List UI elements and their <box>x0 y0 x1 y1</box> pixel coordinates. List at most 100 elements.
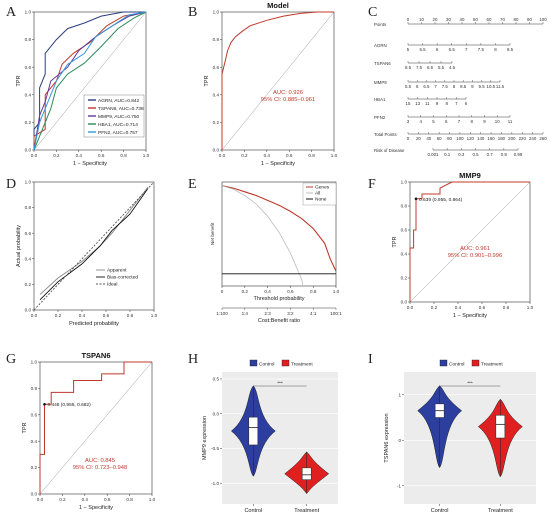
nomogram-row-label: HBA1 <box>374 97 386 102</box>
x-tick-label: 0.2 <box>59 497 66 502</box>
panel-d: 0.0 0.2 0.4 0.6 0.8 1.0 0.0 0.2 0.4 0.6 0.8 1.0 Pred… <box>16 180 158 327</box>
nomogram-tick-label: 8 <box>494 47 497 52</box>
nomogram-tick-label: 140 <box>477 136 485 141</box>
nomogram-tick-label: 9 <box>471 84 474 89</box>
nomogram-tick-label: 7.5 <box>442 84 449 89</box>
y-tick-label: 0.4 <box>31 439 38 444</box>
x-tick-label: 1.0 <box>143 153 150 158</box>
y-tick-label: 0.0 <box>401 300 408 305</box>
nomogram-tick-label: 0.7 <box>487 152 494 157</box>
nomogram-tick-label: 13 <box>415 101 420 106</box>
x-tick-label: 0.4 <box>76 153 83 158</box>
series-line-2 <box>33 11 147 151</box>
x-tick-label: 0.4 <box>79 313 86 318</box>
x-tick-label: 0.8 <box>310 289 317 294</box>
nomogram-tick-label: 260 <box>539 136 547 141</box>
nomogram-tick-label: 9.5 <box>479 84 486 89</box>
nomogram-tick-label: 30 <box>446 17 451 22</box>
x-tick-label: 0.4 <box>82 497 89 502</box>
significance-label: *** <box>467 381 473 387</box>
legend-entry-0: Apparent <box>107 268 127 274</box>
legend-entry-2: MMP9, AUC=0.750 <box>98 114 140 120</box>
panel-label-h: H <box>188 352 198 367</box>
nomogram-tick-label: 7.5 <box>478 47 485 52</box>
y-tick-label: -1.0 <box>211 481 219 486</box>
nomogram-tick-label: 0.3 <box>458 152 465 157</box>
nomogram-tick-label: 5.5 <box>420 47 427 52</box>
y-tick-label: 0.6 <box>213 65 220 70</box>
x-tick-label: 1.0 <box>331 153 338 158</box>
nomogram-tick-label: 6 <box>416 84 419 89</box>
nomogram-tick-label: 0.1 <box>444 152 451 157</box>
y-tick-label: 0.6 <box>31 412 38 417</box>
x-tick-label: 1.0 <box>151 313 158 318</box>
x-axis-label: 1 − Specificity <box>261 161 295 167</box>
nomogram-tick-label: 4 <box>420 119 423 124</box>
nomogram-tick-label: 7.5 <box>416 65 423 70</box>
nomogram-tick-label: 5.5 <box>405 84 412 89</box>
nomogram-tick-label: 60 <box>487 17 492 22</box>
nomogram-tick-label: 0.9 <box>501 152 508 157</box>
panel-label-f: F <box>368 177 376 192</box>
nomogram-tick-label: 90 <box>527 17 532 22</box>
x-tick-label: 0.8 <box>308 153 315 158</box>
legend-entry-1: Bias-corrected <box>107 275 138 281</box>
x-tick-label: 1.0 <box>333 289 340 294</box>
nomogram-row-label: Total Points <box>374 132 398 137</box>
y-tick-label: 0.8 <box>25 205 32 210</box>
y-tick-label: 0 <box>398 438 401 443</box>
legend-entry-2: Ideal <box>107 282 117 288</box>
nomogram-tick-label: 6 <box>436 47 439 52</box>
x2-tick-label: 4:1 <box>310 311 317 316</box>
x-tick-label: 0.4 <box>264 289 271 294</box>
panel-label-i: I <box>368 352 373 367</box>
plot-frame <box>33 181 155 311</box>
y-tick-label: 1.0 <box>213 10 220 15</box>
y-tick-label: 0.4 <box>25 92 32 97</box>
x2-tick-label: 100:1 <box>330 311 342 316</box>
y-tick-label: 0.2 <box>213 120 220 125</box>
y-tick-label: 1.0 <box>31 360 38 365</box>
y-axis-label: TPR <box>392 236 398 247</box>
nomogram-tick-label: 20 <box>416 136 421 141</box>
nomogram-tick-label: 11 <box>508 119 513 124</box>
nomogram-tick-label: 10 <box>495 119 500 124</box>
panel-label-b: B <box>188 5 197 20</box>
y-tick-label: 0.0 <box>213 148 220 153</box>
nomogram-tick-label: 240 <box>529 136 537 141</box>
y-axis-label: TPR <box>22 422 28 433</box>
nomogram-tick-label: 9 <box>436 101 439 106</box>
nomogram-tick-label: 0 <box>407 136 410 141</box>
x-tick-label: 0.0 <box>31 153 38 158</box>
nomogram-tick-label: 7 <box>465 47 468 52</box>
nomogram-tick-label: 6.5 <box>423 84 430 89</box>
x-tick-label: Treatment <box>488 508 513 514</box>
panel-g: 0.0 0.2 0.4 0.6 0.8 1.0 0.0 0.2 0.4 0.6 0.8 1.0 1 − … <box>22 351 156 511</box>
y-tick-label: 0.0 <box>25 308 32 313</box>
x-tick-label: 0.8 <box>126 497 133 502</box>
nomogram-tick-label: 0 <box>407 17 410 22</box>
x-axis-label: Threshold probability <box>253 296 304 302</box>
nomogram-tick-label: 9 <box>483 119 486 124</box>
auc-ci: 95% CI: 0.885–0.961 <box>261 97 315 103</box>
series-line-2 <box>33 181 155 311</box>
legend-swatch-1 <box>281 359 290 367</box>
x-tick-label: 0.6 <box>104 497 111 502</box>
legend-entry-1: TSPAN6, AUC=0.738 <box>98 106 144 112</box>
x-tick-label: 0.6 <box>103 313 110 318</box>
x-tick-label: Treatment <box>294 508 319 514</box>
y-tick-label: 0.2 <box>31 465 38 470</box>
nomogram-tick-label: 11.5 <box>496 84 505 89</box>
y-axis-label: Net benefit <box>210 222 215 245</box>
panel-label-d: D <box>6 177 16 192</box>
x-tick-label: 0.6 <box>479 305 486 310</box>
nomogram-tick-label: 0.001 <box>428 152 440 157</box>
y-axis-label: MMP9 expression <box>202 416 208 460</box>
panel-e: 0 0.2 0.4 0.6 0.8 1.0 Threshold probability 1:1… <box>210 181 342 324</box>
nomogram-tick-label: 20 <box>433 17 438 22</box>
x-axis-label: 1 − Specificity <box>73 161 107 167</box>
panel-f: 0.0 0.2 0.4 0.6 0.8 1.0 0.0 0.2 0.4 0.6 0.8 1.0 1 − … <box>392 171 534 319</box>
panel-label-c: C <box>368 5 377 20</box>
nomogram-tick-label: 100 <box>456 136 464 141</box>
